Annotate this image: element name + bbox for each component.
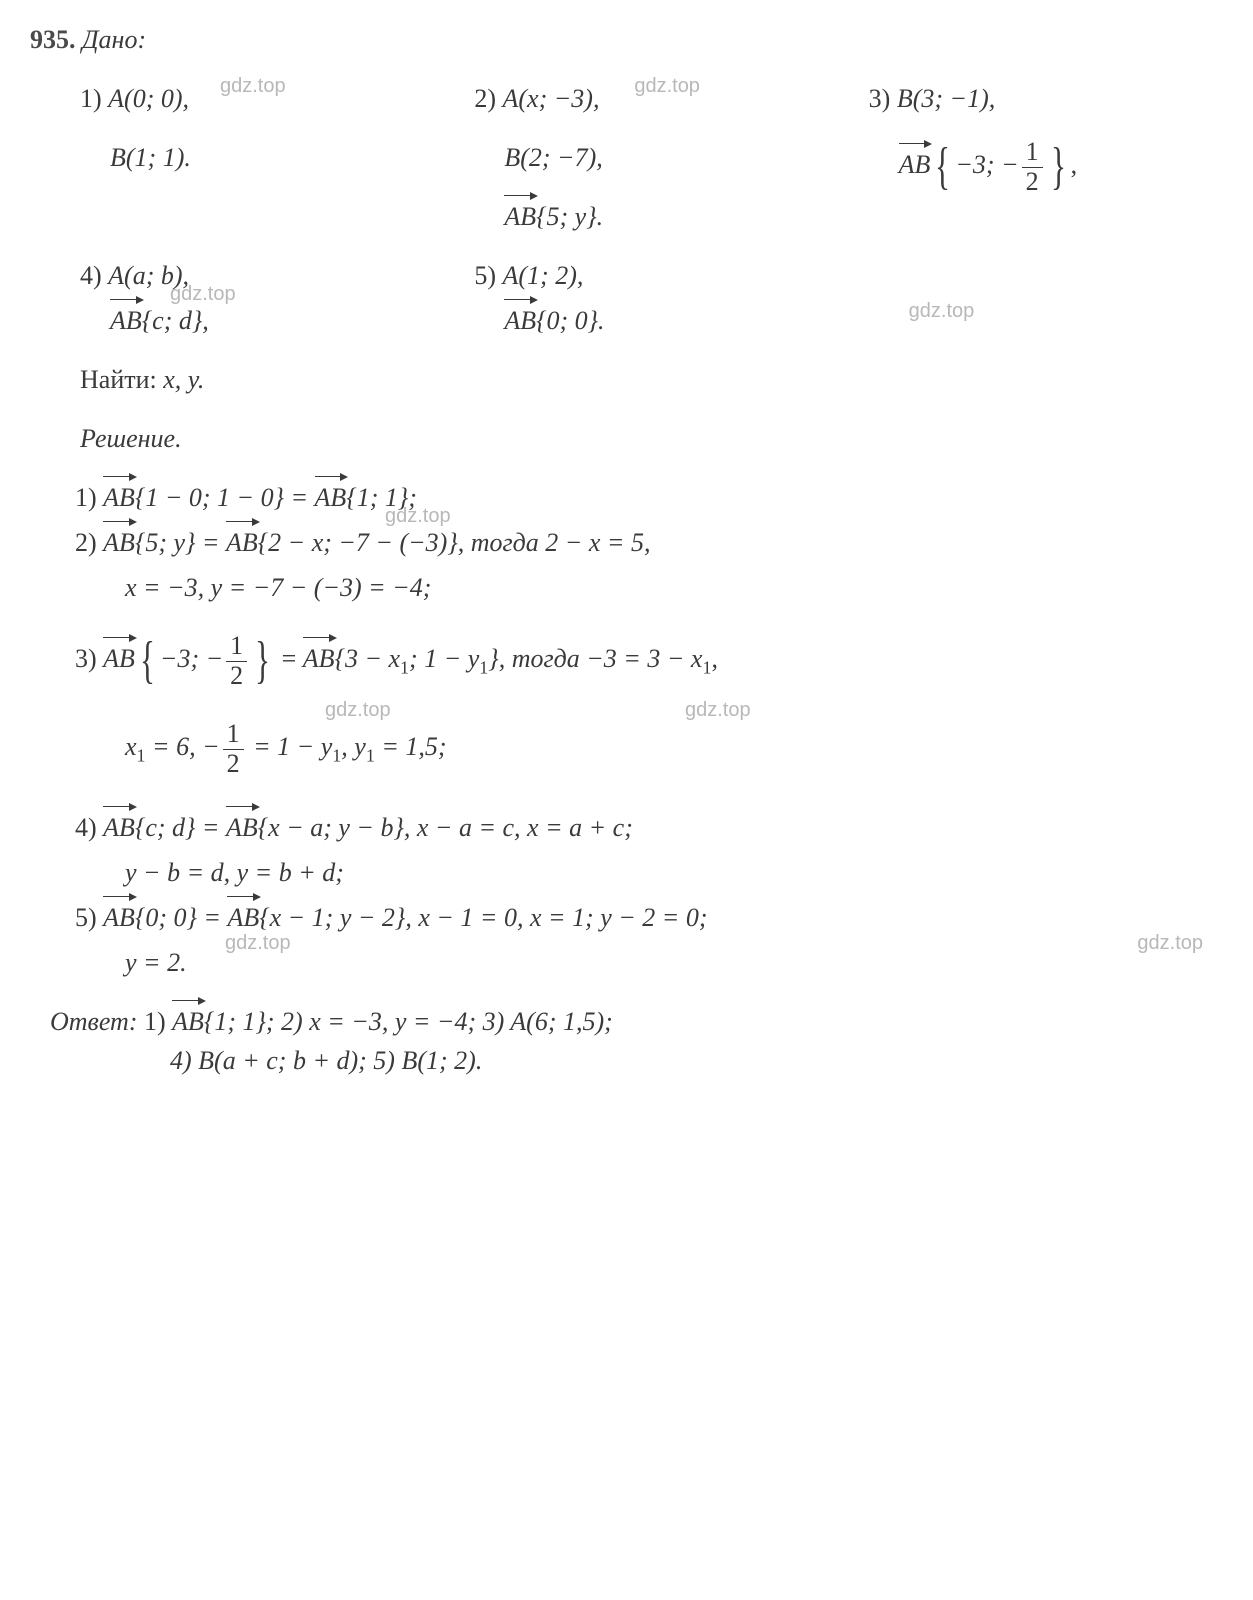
a2: 4) B(a + c; b + d); 5) B(1; 2). bbox=[170, 1046, 482, 1075]
s3-l2a: x bbox=[125, 732, 137, 761]
item5-line1: A(1; 2), bbox=[503, 261, 584, 290]
s3-t2c: }, тогда −3 = 3 − x bbox=[488, 644, 702, 673]
solution-step-4: 4) AB{c; d} = AB{x − a; y − b}, x − a = … bbox=[75, 808, 1223, 847]
item5-label: 5) bbox=[474, 261, 496, 290]
watermark-8: gdz.top bbox=[225, 928, 291, 958]
s4-num: 4) bbox=[75, 813, 103, 842]
s2-num: 2) bbox=[75, 528, 103, 557]
s3-l2d: , y bbox=[341, 732, 366, 761]
item1-line2: B(1; 1). bbox=[110, 143, 191, 172]
s1-num: 1) bbox=[75, 483, 103, 512]
s3-t2d: , bbox=[711, 644, 718, 673]
item3-label: 3) bbox=[869, 84, 891, 113]
problem-number: 935. bbox=[30, 25, 76, 54]
watermark-5: gdz.top bbox=[385, 501, 451, 531]
a1-pre: 1) bbox=[137, 1007, 172, 1036]
s5-vec1: AB bbox=[103, 898, 135, 937]
a1-post: {1; 1}; 2) x = −3, y = −4; 3) A(6; 1,5); bbox=[204, 1007, 613, 1036]
watermark-7: gdz.top bbox=[685, 695, 751, 725]
vector-ab-4: AB bbox=[110, 301, 142, 340]
s3-frac2-num: 1 bbox=[223, 720, 244, 750]
s4-t2: {x − a; y − b}, x − a = c, x = a + c; bbox=[258, 813, 633, 842]
find-label: Найти: bbox=[80, 365, 163, 394]
solution-step-5: 5) AB{0; 0} = AB{x − 1; y − 2}, x − 1 = … bbox=[75, 898, 1223, 937]
s4-vec1: AB bbox=[103, 808, 135, 847]
item3-brace-content: −3; − bbox=[955, 150, 1018, 179]
frac-den-1: 2 bbox=[1022, 168, 1043, 197]
s3-t2b: ; 1 − y bbox=[409, 644, 479, 673]
given-item-3: 3) B(3; −1), AB{−3; −12}, bbox=[869, 79, 1223, 236]
lbrace-2: { bbox=[140, 638, 155, 685]
item2-line3: {5; y}. bbox=[536, 202, 603, 231]
item2-line2: B(2; −7), bbox=[504, 143, 602, 172]
s3-frac1-den: 2 bbox=[226, 662, 247, 691]
s4-vec2: AB bbox=[226, 808, 258, 847]
s5-t1: {0; 0} = bbox=[135, 903, 228, 932]
s4-line2: y − b = d, y = b + d; bbox=[125, 858, 344, 887]
s3-sub2: 1 bbox=[479, 657, 488, 677]
lbrace-1: { bbox=[935, 144, 950, 191]
s3-l2-sub2: 1 bbox=[332, 745, 341, 765]
given-item-5: 5) A(1; 2), AB{0; 0}. bbox=[474, 256, 828, 340]
s3-l2-sub1: 1 bbox=[137, 745, 146, 765]
s3-l2-sub3: 1 bbox=[366, 745, 375, 765]
s3-vec2: AB bbox=[303, 639, 335, 678]
s3-frac2-den: 2 bbox=[223, 750, 244, 779]
a1-vec: AB bbox=[172, 1002, 204, 1041]
watermark-6: gdz.top bbox=[325, 695, 391, 725]
solution-label: Решение. bbox=[80, 424, 182, 453]
frac-num-1: 1 bbox=[1022, 138, 1043, 168]
rbrace-2: } bbox=[255, 638, 270, 685]
s3-t2a: {3 − x bbox=[335, 644, 400, 673]
item1-line1: A(0; 0), bbox=[108, 84, 189, 113]
dano-label: Дано: bbox=[82, 25, 146, 54]
s1-vec1: AB bbox=[103, 478, 135, 517]
watermark-1: gdz.top bbox=[220, 71, 286, 101]
rbrace-1: } bbox=[1051, 144, 1066, 191]
watermark-2: gdz.top bbox=[634, 71, 700, 101]
s2-vec2: AB bbox=[226, 523, 258, 562]
watermark-9: gdz.top bbox=[1137, 928, 1203, 958]
given-item-4: 4) A(a; b), AB{c; d}, gdz.top bbox=[80, 256, 434, 340]
s3-vec1: AB bbox=[103, 639, 135, 678]
item2-line1: A(x; −3), bbox=[503, 84, 600, 113]
item4-line2: {c; d}, bbox=[142, 306, 209, 335]
s3-l2e: = 1,5; bbox=[375, 732, 447, 761]
s2-t1: {5; y} = bbox=[135, 528, 226, 557]
item1-label: 1) bbox=[80, 84, 102, 113]
item5-line2: {0; 0}. bbox=[536, 306, 604, 335]
item2-label: 2) bbox=[474, 84, 496, 113]
s3-inner1: −3; − bbox=[160, 644, 223, 673]
watermark-4: gdz.top bbox=[909, 296, 975, 326]
s2-t2: {2 − x; −7 − (−3)}, тогда 2 − x = 5, bbox=[258, 528, 651, 557]
vector-ab-5: AB bbox=[504, 301, 536, 340]
s3-l2c: = 1 − y bbox=[247, 732, 333, 761]
given-item-2: 2) A(x; −3), gdz.top B(2; −7), AB{5; y}. bbox=[474, 79, 828, 236]
item4-label: 4) bbox=[80, 261, 102, 290]
s2-line2: x = −3, y = −7 − (−3) = −4; bbox=[125, 573, 431, 602]
answer-label: Ответ: bbox=[50, 1007, 137, 1036]
vector-ab-3: AB bbox=[899, 145, 931, 184]
s1-t1: {1 − 0; 1 − 0} = bbox=[135, 483, 315, 512]
s2-vec1: AB bbox=[103, 523, 135, 562]
s3-sub1: 1 bbox=[400, 657, 409, 677]
s4-t1: {c; d} = bbox=[135, 813, 226, 842]
s1-vec2: AB bbox=[315, 478, 347, 517]
s3-l2b: = 6, − bbox=[146, 732, 220, 761]
solution-step-2: gdz.top 2) AB{5; y} = AB{2 − x; −7 − (−3… bbox=[75, 523, 1223, 562]
item3-line1: B(3; −1), bbox=[897, 84, 995, 113]
watermark-3: gdz.top bbox=[170, 279, 236, 309]
s3-frac1-num: 1 bbox=[226, 632, 247, 662]
solution-step-3: 3) AB{−3; −12} = AB{3 − x1; 1 − y1}, тог… bbox=[75, 632, 1223, 690]
s3-eq: = bbox=[275, 644, 303, 673]
s5-line2: y = 2. bbox=[125, 948, 187, 977]
find-vars: x, y. bbox=[163, 365, 204, 394]
s3-num: 3) bbox=[75, 644, 103, 673]
item3-comma: , bbox=[1071, 150, 1078, 179]
vector-ab-2: AB bbox=[504, 197, 536, 236]
s5-num: 5) bbox=[75, 903, 103, 932]
s5-t2: {x − 1; y − 2}, x − 1 = 0, x = 1; y − 2 … bbox=[259, 903, 707, 932]
solution-step-1: 1) AB{1 − 0; 1 − 0} = AB{1; 1}; bbox=[75, 478, 1223, 517]
given-item-1: 1) A(0; 0), gdz.top B(1; 1). bbox=[80, 79, 434, 236]
